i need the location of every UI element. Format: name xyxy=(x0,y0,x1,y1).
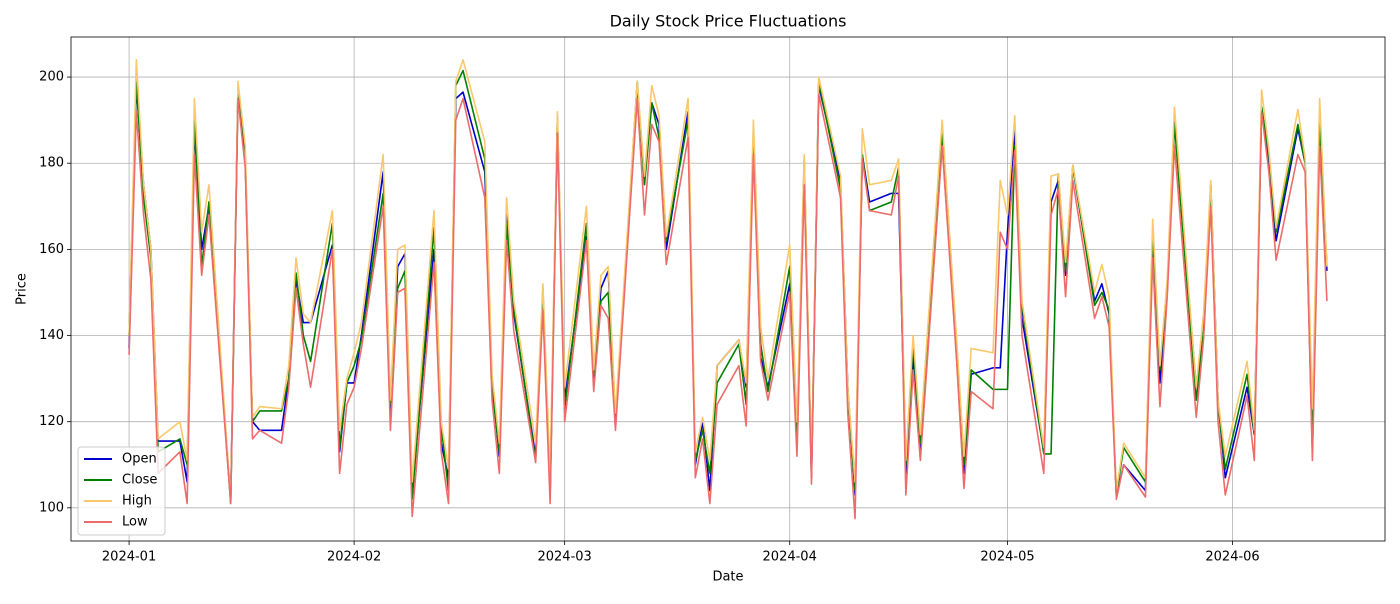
legend-label: Close xyxy=(122,473,157,488)
x-axis-label: Date xyxy=(712,570,743,585)
x-tick-label: 2024-05 xyxy=(980,550,1034,565)
x-tick-label: 2024-01 xyxy=(102,550,156,565)
plot-lines xyxy=(128,59,1328,520)
x-tick-label: 2024-02 xyxy=(327,550,381,565)
legend-label: High xyxy=(122,494,152,509)
plot-frame xyxy=(70,36,1386,542)
y-tick-label: 120 xyxy=(39,414,64,429)
series-line xyxy=(128,59,1328,501)
legend: Open Close High Low xyxy=(77,446,166,536)
legend-label: Low xyxy=(122,515,148,530)
y-tick-label: 180 xyxy=(39,156,64,171)
y-tick-label: 160 xyxy=(39,242,64,257)
legend-box xyxy=(77,446,166,536)
y-tick-label: 140 xyxy=(39,328,64,343)
x-tick-label: 2024-03 xyxy=(537,550,591,565)
y-tick-label: 200 xyxy=(39,70,64,85)
x-tick-label: 2024-04 xyxy=(763,550,817,565)
legend-label: Open xyxy=(122,452,157,467)
y-axis-label: Price xyxy=(15,273,30,305)
chart-title: Daily Stock Price Fluctuations xyxy=(610,12,847,31)
y-tick-label: 100 xyxy=(39,500,64,515)
series-line xyxy=(128,69,1328,505)
x-tick-label: 2024-06 xyxy=(1205,550,1259,565)
series-line xyxy=(128,93,1328,520)
